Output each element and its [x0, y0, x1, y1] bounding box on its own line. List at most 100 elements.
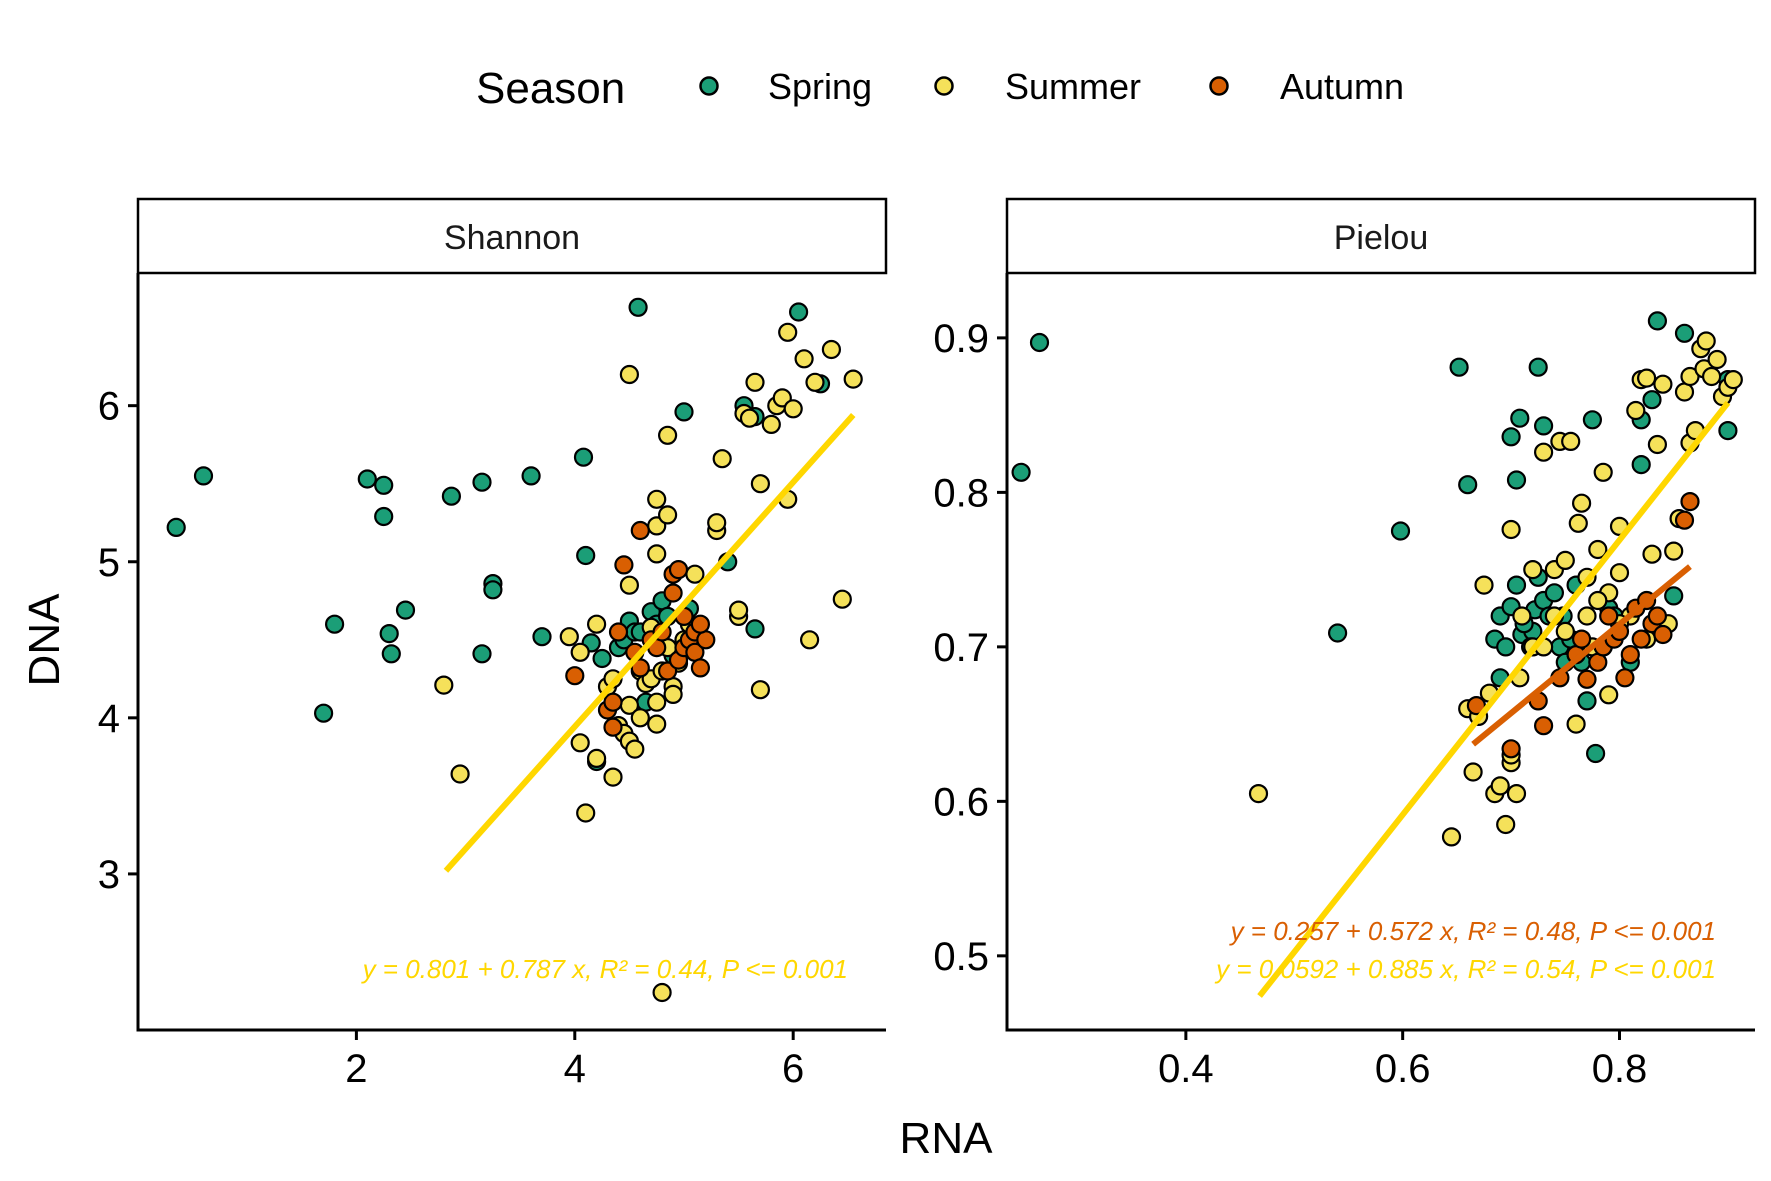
data-point-autumn	[696, 630, 716, 650]
data-point-summer	[712, 449, 732, 469]
data-point-spring	[1647, 311, 1668, 331]
data-point-summer	[1664, 541, 1684, 561]
data-point-summer	[821, 339, 842, 360]
data-point-autumn	[603, 717, 623, 737]
data-point-autumn	[1577, 669, 1597, 689]
data-point-autumn	[690, 658, 711, 678]
strip-pielou	[1005, 197, 1757, 275]
data-point-spring	[592, 648, 612, 669]
shannon-points	[166, 297, 863, 1003]
data-point-spring	[628, 297, 648, 317]
data-point-spring	[1458, 475, 1478, 495]
data-point-summer	[685, 564, 705, 584]
y-tick-label: 0.5	[933, 935, 989, 979]
data-point-spring	[374, 506, 394, 527]
x-tick-label: 4	[564, 1047, 586, 1091]
pielou-fit-lines	[1257, 400, 1731, 998]
data-point-autumn	[630, 658, 650, 678]
legend-label-spring: Spring	[768, 66, 872, 107]
data-point-spring	[532, 627, 552, 647]
x-tick-label: 2	[345, 1047, 367, 1091]
data-point-spring	[1506, 575, 1527, 595]
y-tick-label: 0.9	[933, 317, 989, 361]
data-point-summer	[1501, 519, 1521, 540]
data-point-spring	[521, 466, 541, 486]
fit-line-summer	[1257, 400, 1731, 998]
equation-summer: y = 0.801 + 0.787 x, R² = 0.44, P <= 0.0…	[361, 954, 848, 984]
data-point-summer	[794, 349, 814, 369]
data-point-summer	[647, 692, 667, 712]
data-point-spring	[472, 644, 492, 664]
y-tick-label: 4	[98, 697, 120, 741]
data-point-spring	[1496, 637, 1516, 657]
x-tick-label: 0.4	[1158, 1047, 1214, 1091]
data-point-summer	[570, 642, 590, 662]
data-point-summer	[586, 748, 607, 769]
data-point-summer	[1248, 783, 1269, 804]
data-point-spring	[193, 466, 214, 486]
data-point-summer	[1533, 442, 1554, 462]
data-point-autumn	[608, 622, 629, 642]
data-point-summer	[647, 489, 667, 509]
data-point-summer	[603, 767, 623, 787]
legend-label-summer: Summer	[1005, 66, 1141, 107]
data-point-summer	[1561, 431, 1581, 451]
data-point-summer	[728, 600, 749, 620]
data-point-autumn	[614, 555, 634, 575]
data-point-summer	[1568, 513, 1588, 533]
y-tick-label: 0.6	[933, 780, 989, 824]
data-point-summer	[1636, 368, 1657, 388]
data-point-summer	[1593, 462, 1613, 482]
data-point-spring	[381, 644, 401, 664]
data-point-spring	[1390, 521, 1411, 541]
data-point-spring	[1506, 470, 1527, 490]
data-point-summer	[1474, 575, 1494, 595]
data-point-summer	[434, 675, 454, 695]
equation-autumn: y = 0.257 + 0.572 x, R² = 0.48, P <= 0.0…	[1229, 916, 1716, 946]
data-point-spring	[1327, 623, 1348, 643]
data-point-autumn	[1653, 624, 1673, 645]
data-point-autumn	[1533, 716, 1554, 736]
data-point-summer	[657, 425, 678, 445]
data-point-summer	[1506, 783, 1527, 804]
data-point-summer	[570, 733, 590, 753]
data-point-summer	[1588, 539, 1608, 560]
data-point-summer	[739, 408, 760, 428]
data-point-spring	[1642, 390, 1662, 410]
data-point-summer	[1723, 370, 1743, 390]
data-point-summer	[707, 513, 727, 533]
data-point-summer	[657, 505, 678, 525]
data-point-spring	[1528, 357, 1548, 377]
x-tick-label: 6	[782, 1047, 804, 1091]
legend-label-autumn: Autumn	[1280, 66, 1404, 107]
data-point-spring	[395, 600, 416, 620]
data-point-spring	[357, 469, 377, 489]
data-point-spring	[1582, 410, 1603, 430]
y-tick-label: 0.8	[933, 471, 989, 515]
fit-line-summer	[443, 413, 856, 873]
data-point-summer	[1577, 606, 1597, 626]
data-point-spring	[1011, 462, 1031, 482]
data-point-spring	[472, 472, 492, 492]
data-point-summer	[1588, 590, 1608, 611]
data-point-autumn	[1599, 606, 1619, 626]
strip-shannon	[136, 197, 888, 275]
data-point-summer	[652, 982, 672, 1003]
data-point-spring	[1510, 408, 1530, 428]
data-point-summer	[647, 714, 667, 734]
data-point-summer	[1647, 434, 1668, 455]
data-point-spring	[1544, 583, 1565, 603]
data-point-spring	[314, 703, 334, 723]
data-point-autumn	[690, 614, 711, 634]
data-point-spring	[1664, 586, 1684, 606]
shannon-axes: 3 4 5 6 2 4 6	[98, 273, 886, 1091]
shannon-fit-lines	[443, 413, 856, 873]
data-point-summer	[1696, 331, 1716, 351]
data-point-summer	[647, 544, 667, 564]
data-point-summer	[1490, 776, 1510, 796]
data-point-autumn	[1571, 629, 1592, 649]
data-point-summer	[559, 627, 579, 647]
data-point-summer	[619, 575, 640, 595]
data-point-summer	[450, 764, 470, 784]
